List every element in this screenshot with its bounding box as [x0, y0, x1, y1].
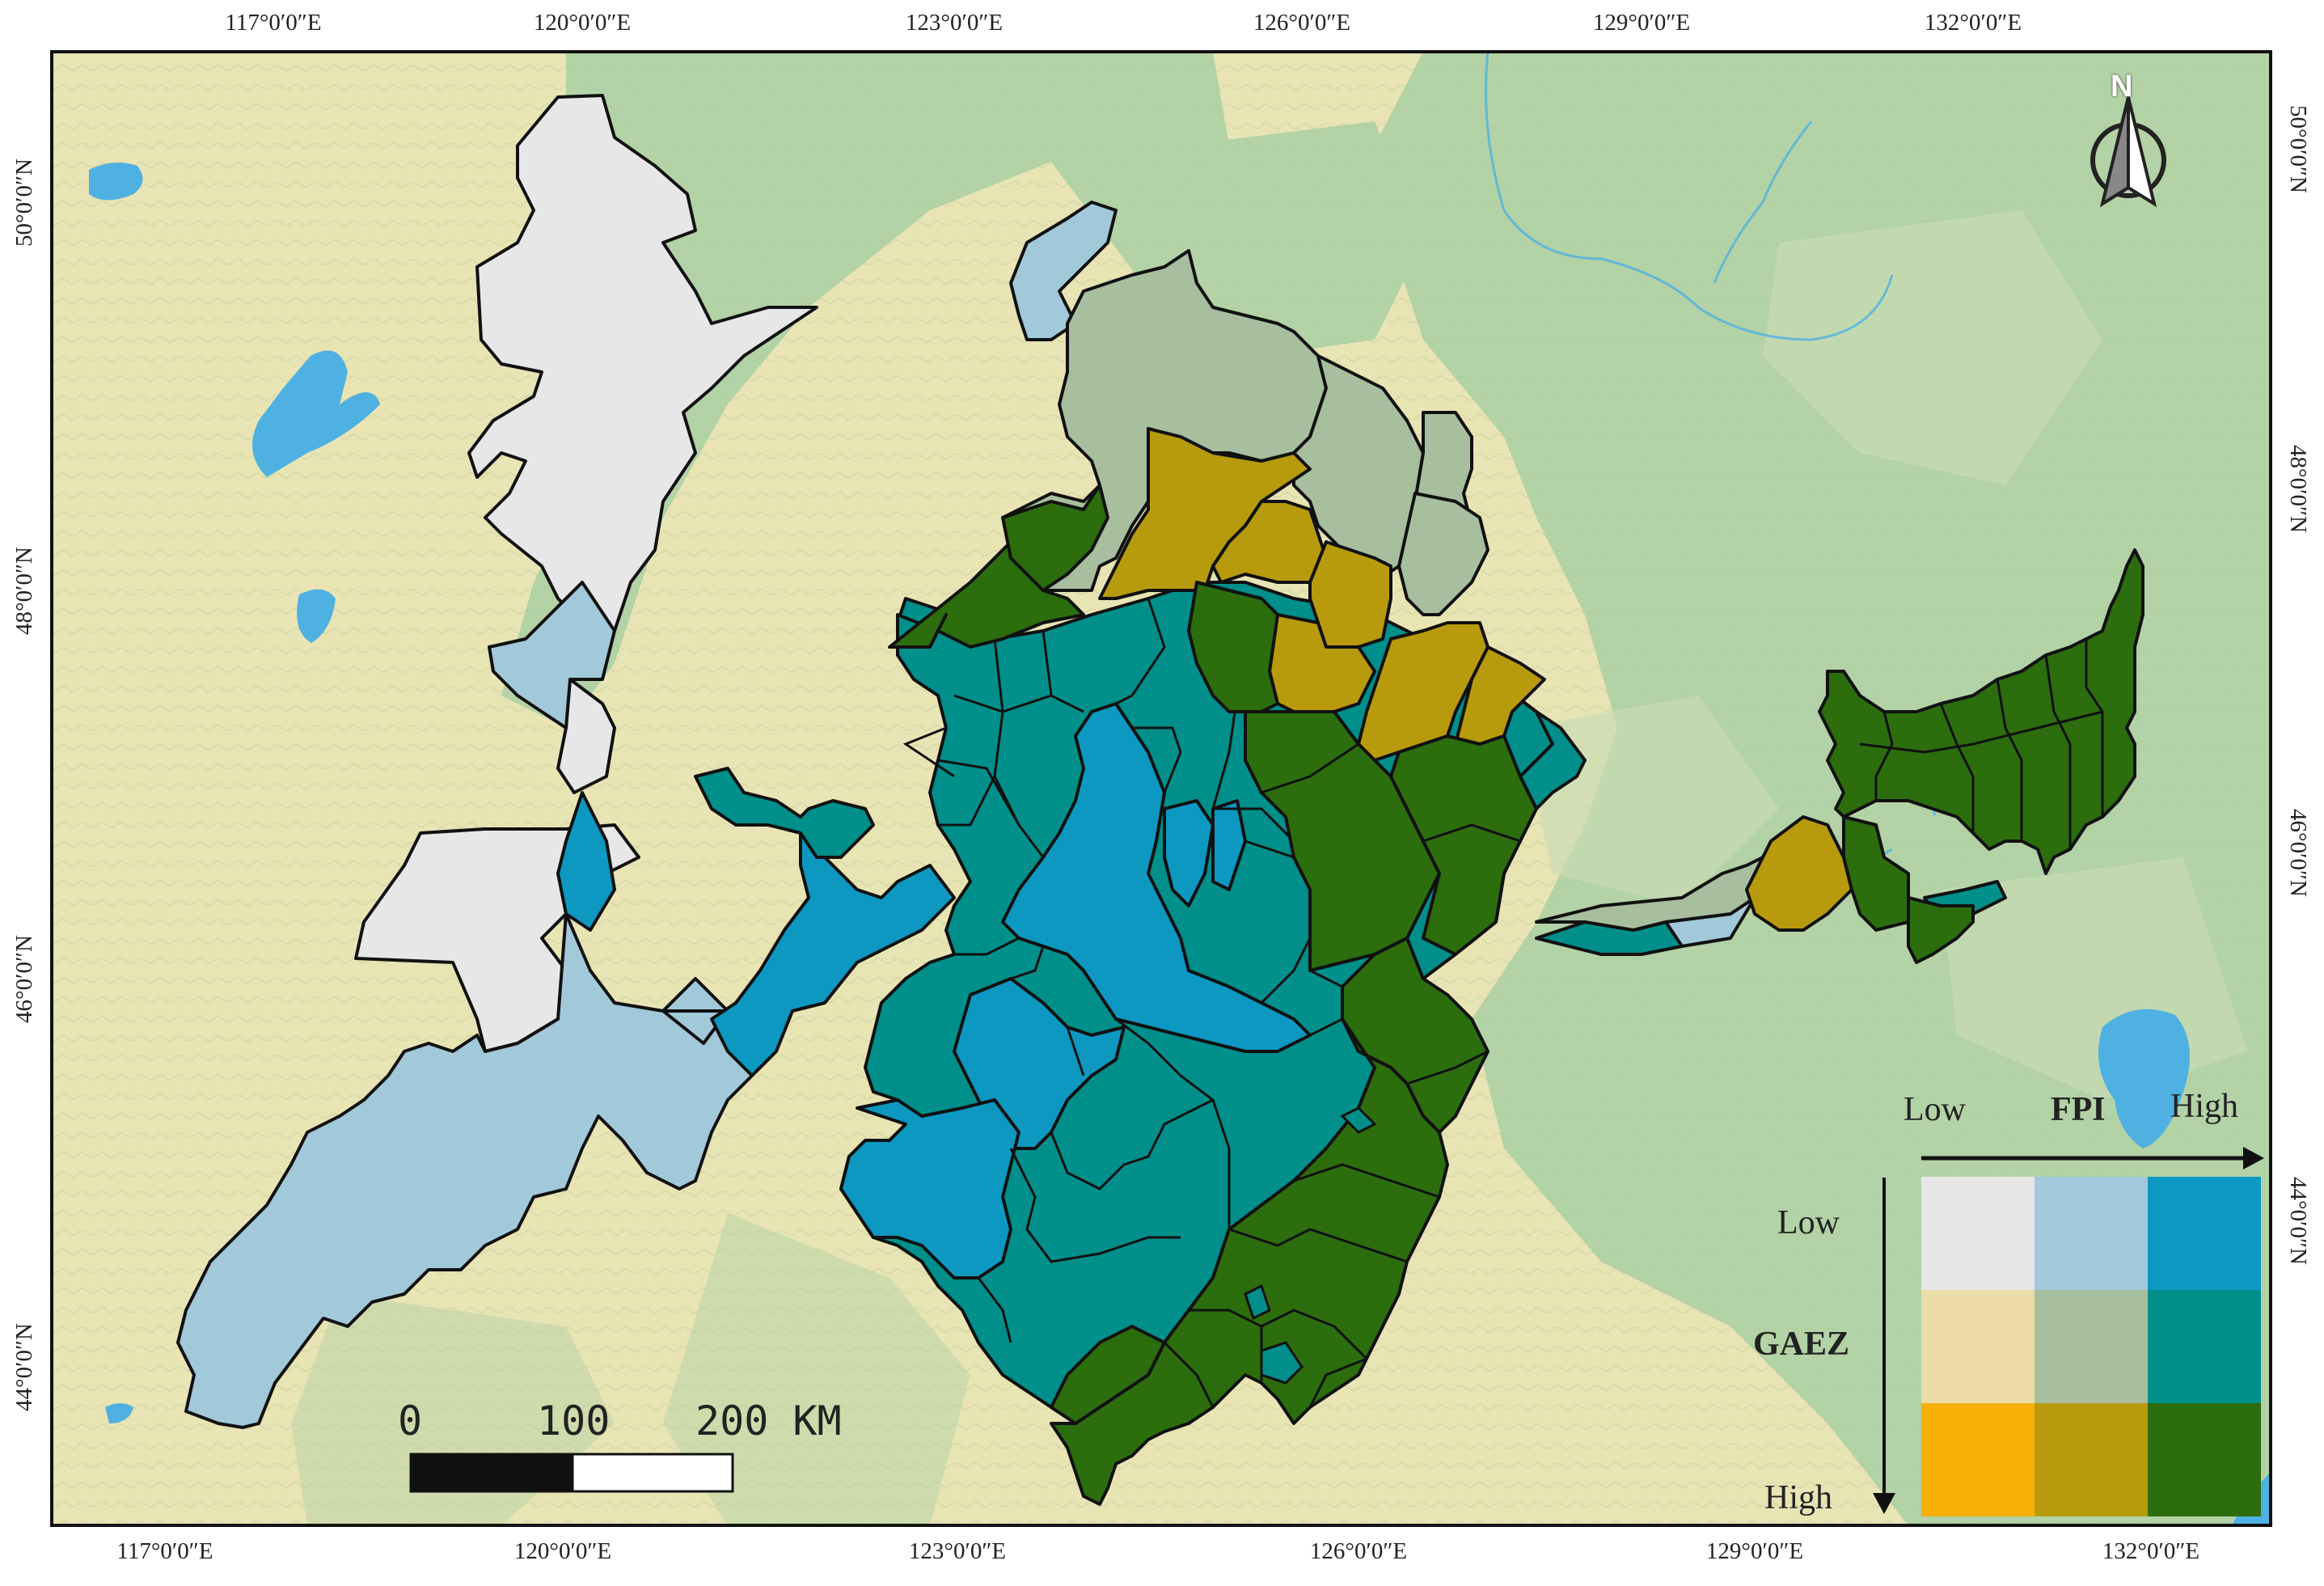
legend-y-low: Low — [1777, 1204, 1840, 1241]
legend-cell-mid-low — [1921, 1290, 2035, 1403]
top-tick-126e: 126°0′0″E — [1253, 10, 1351, 36]
region-green-far-east-3 — [1907, 896, 1975, 964]
region-west-light-blue — [176, 201, 1756, 1429]
legend-cell-high-low — [1921, 1403, 2035, 1516]
bottom-tick-120e: 120°0′0″E — [513, 1538, 612, 1564]
region-central-blue — [839, 702, 1312, 1279]
bottom-tick-126e: 126°0′0″E — [1309, 1538, 1408, 1564]
region-blue-central-5 — [839, 1098, 1020, 1279]
legend-y-high: High — [1764, 1479, 1832, 1516]
region-green-south-2 — [1050, 1325, 1166, 1425]
region-green-east — [1389, 734, 1538, 956]
region-green-nw — [888, 540, 1085, 649]
top-tick-117e: 117°0′0″E — [225, 10, 322, 36]
region-lb-north — [1009, 201, 1118, 341]
bottom-tick-123e: 123°0′0″E — [908, 1538, 1007, 1564]
region-blue-central-1 — [1001, 702, 1312, 1053]
legend-y-title: GAEZ — [1753, 1326, 1850, 1363]
top-tick-129e: 129°0′0″E — [1592, 10, 1691, 36]
bottom-tick-132e: 132°0′0″E — [2102, 1538, 2200, 1564]
region-south-teal-spots — [1244, 1106, 1377, 1385]
region-gold — [1098, 427, 1853, 932]
region-east-borders — [1163, 639, 2104, 1408]
map-frame — [50, 50, 2272, 1527]
scale-label-200: 200 KM — [695, 1398, 842, 1444]
region-gold-3 — [1308, 540, 1392, 649]
region-blue-west-1 — [556, 791, 616, 932]
region-lb-main — [176, 912, 754, 1429]
legend-cell-low-high — [2148, 1177, 2261, 1290]
region-teal-east — [1502, 686, 1587, 810]
region-blue-central-3 — [1211, 799, 1247, 891]
scale-bar — [409, 1453, 734, 1493]
legend-matrix — [1921, 1177, 2261, 1516]
north-arrow — [2090, 96, 2166, 208]
legend-cell-low-mid — [2035, 1177, 2148, 1290]
region-gold-2 — [1211, 500, 1328, 584]
legend-cell-mid-mid — [2035, 1290, 2148, 1403]
legend-cell-low-low — [1921, 1177, 2035, 1290]
region-green-south — [1050, 1017, 1449, 1506]
legend-cell-mid-high — [2148, 1290, 2261, 1403]
region-green-nw-2 — [1001, 484, 1109, 592]
scale-label-100: 100 — [537, 1398, 611, 1444]
legend-x-title: FPI — [2051, 1091, 2106, 1128]
legend-x-high: High — [2170, 1088, 2238, 1125]
region-green-north-mid — [1187, 581, 1279, 713]
region-gold-east — [1745, 815, 1853, 932]
water-bodies — [89, 163, 2271, 1525]
scale-label-0: 0 — [398, 1398, 423, 1444]
region-dark-green — [888, 484, 2144, 1506]
region-blue-west-2 — [710, 831, 956, 1077]
top-tick-132e: 132°0′0″E — [1924, 10, 2022, 36]
region-green-far-east — [1818, 548, 2144, 875]
legend-x-arrow — [1921, 1147, 2264, 1169]
top-tick-123e: 123°0′0″E — [905, 10, 1004, 36]
region-small-gray — [556, 678, 616, 794]
region-lb-1 — [488, 581, 616, 730]
legend-x-low: Low — [1904, 1091, 1966, 1128]
bottom-tick-129e: 129°0′0″E — [1705, 1538, 1804, 1564]
north-arrow-label: N — [2111, 70, 2133, 104]
legend-y-arrow — [1873, 1178, 1895, 1514]
region-west-blue — [556, 791, 956, 1077]
bottom-tick-117e: 117°0′0″E — [116, 1538, 213, 1564]
legend-cell-high-high — [2148, 1403, 2261, 1516]
region-sage-east — [1397, 492, 1489, 616]
legend-cell-high-mid — [2035, 1403, 2148, 1516]
region-teal-west — [694, 767, 875, 859]
region-blue-central-2 — [1163, 799, 1215, 907]
top-tick-120e: 120°0′0″E — [533, 10, 632, 36]
